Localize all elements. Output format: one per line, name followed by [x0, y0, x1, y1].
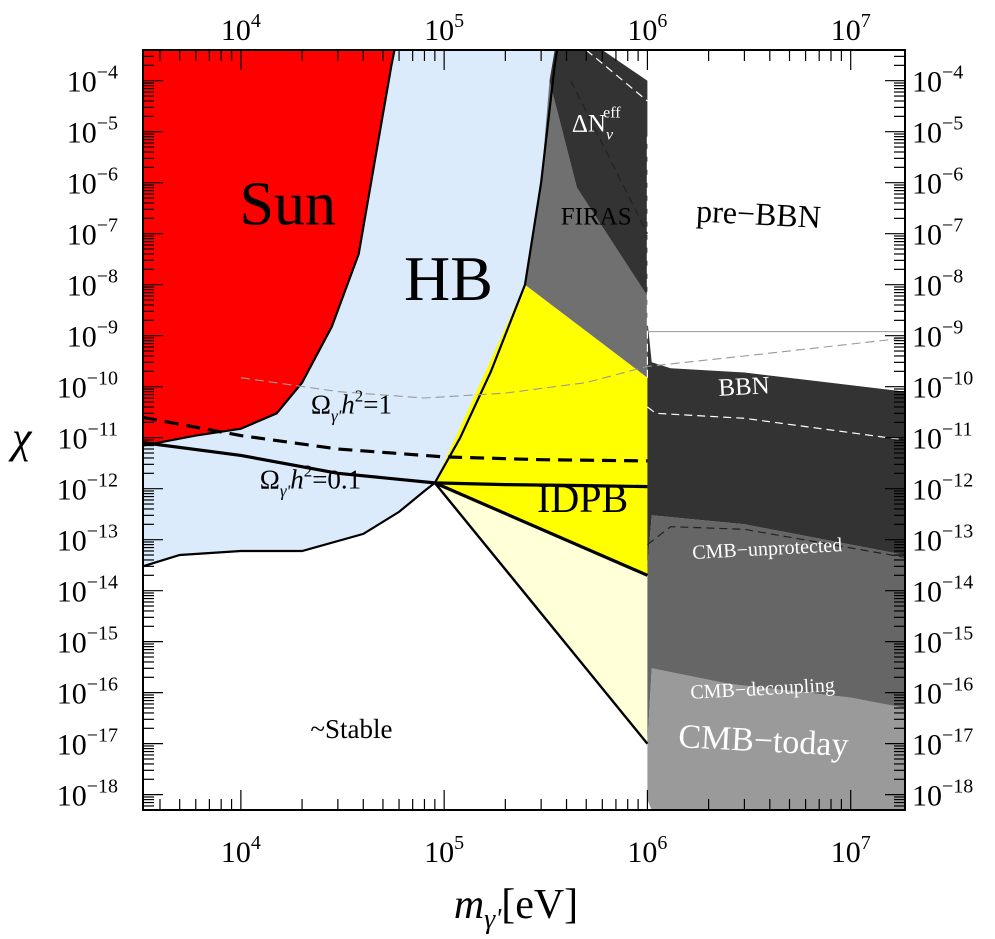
y-tick-label-left: 10−12: [57, 470, 118, 507]
curve-white-dashed-bbn: [647, 406, 905, 441]
curve-idpb-lower: [434, 481, 649, 577]
curve-h-1: [143, 415, 648, 463]
ticks: [143, 49, 905, 811]
label-idpb: IDPB: [537, 476, 628, 521]
label-firas: FIRAS: [561, 204, 632, 231]
label-omega01: Ωγ'h2=0.1: [260, 462, 361, 501]
x-tick-label-bottom: 105: [424, 832, 464, 869]
y-tick-label-right: 10−9: [912, 317, 963, 354]
plot-frame: [142, 49, 906, 811]
y-tick-label-left: 10−7: [67, 215, 118, 252]
y-tick-label-left: 10−16: [57, 674, 118, 711]
curve-dark-dashed-cmb: [647, 526, 905, 558]
curve-white-dashed-top: [585, 50, 648, 102]
region-idpb: [434, 284, 648, 576]
curve-idpb-bottom: [433, 482, 649, 745]
region-n-eff: [549, 50, 648, 296]
y-tick-label-left: 10−18: [57, 776, 118, 813]
label-stable: ~Stable: [310, 714, 392, 744]
curves: [143, 50, 905, 745]
x-tick-label-top: 105: [424, 10, 464, 47]
x-tick-label-top: 106: [627, 10, 667, 47]
y-tick-label-left: 10−6: [67, 164, 118, 201]
y-tick-label-right: 10−10: [912, 368, 973, 405]
curve-dark-dashed-firas: [570, 80, 648, 234]
label-dneff: ΔNνeff: [572, 105, 621, 144]
y-tick-label-right: 10−16: [912, 674, 973, 711]
y-tick-label-left: 10−13: [57, 521, 118, 558]
region-boundary-hb: [143, 50, 559, 568]
x-axis-label: mγ'[eV]: [454, 882, 578, 935]
y-tick-label-right: 10−5: [912, 113, 963, 150]
y-tick-label-left: 10−17: [57, 725, 118, 762]
x-tick-label-bottom: 106: [627, 832, 667, 869]
label-sun: Sun: [239, 171, 335, 239]
tick-labels: 104 104 105 105 106 106 107 107 10−4 10−4 10−5 10−5…: [57, 10, 974, 869]
curve-thin-dashed-gray: [240, 337, 905, 399]
region-cmb-today: [647, 668, 905, 810]
region-firas: [525, 80, 648, 378]
y-tick-label-left: 10−10: [57, 368, 118, 405]
x-tick-label-bottom: 104: [221, 832, 261, 869]
y-tick-label-right: 10−7: [912, 215, 963, 252]
y-tick-label-right: 10−18: [912, 776, 973, 813]
label-hb: HB: [404, 243, 493, 314]
regions: [143, 50, 905, 810]
y-axis-label: χ: [8, 413, 33, 462]
y-tick-label-right: 10−17: [912, 725, 973, 762]
y-tick-label-right: 10−4: [912, 62, 963, 99]
y-tick-label-right: 10−11: [912, 419, 973, 456]
y-tick-label-right: 10−6: [912, 164, 963, 201]
y-tick-label-left: 10−8: [67, 266, 118, 303]
x-tick-label-top: 104: [221, 10, 261, 47]
y-tick-label-right: 10−13: [912, 521, 973, 558]
x-tick-label-top: 107: [831, 10, 871, 47]
label-bbn: BBN: [718, 372, 771, 402]
y-tick-label-right: 10−15: [912, 623, 973, 660]
label-prebbn: pre−BBN: [695, 192, 821, 234]
region-sun: [143, 50, 395, 446]
x-tick-label-bottom: 107: [831, 832, 871, 869]
y-tick-label-right: 10−8: [912, 266, 963, 303]
label-cmbt: CMB−today: [677, 718, 849, 764]
y-tick-label-left: 10−14: [57, 572, 118, 609]
region-cmb-decoupling: [647, 515, 905, 744]
y-tick-label-left: 10−5: [67, 113, 118, 150]
region-bbn: [647, 320, 905, 567]
y-tick-label-left: 10−15: [57, 623, 118, 660]
y-tick-label-left: 10−11: [57, 419, 118, 456]
label-omega1: Ωγ'h2=1: [311, 386, 392, 425]
y-tick-label-left: 10−9: [67, 317, 118, 354]
y-tick-label-right: 10−12: [912, 470, 973, 507]
y-tick-label-right: 10−14: [912, 572, 973, 609]
y-tick-label-left: 10−4: [67, 62, 118, 99]
